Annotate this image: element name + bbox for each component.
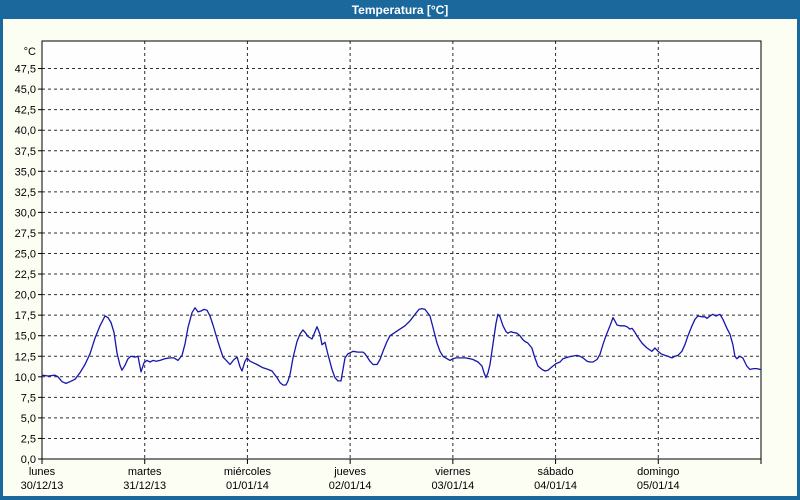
x-day-name-label: viernes [435, 466, 471, 478]
y-tick-label: 7,5 [21, 392, 36, 404]
y-tick-label: 40,0 [15, 125, 36, 137]
x-day-date-label: 03/01/14 [431, 480, 474, 492]
y-tick-label: 15,0 [15, 331, 36, 343]
y-tick-label: 10,0 [15, 372, 36, 384]
y-tick-label: 37,5 [15, 146, 36, 158]
x-day-date-label: 02/01/14 [329, 480, 372, 492]
x-day-name-label: martes [128, 466, 162, 478]
y-tick-label: 27,5 [15, 228, 36, 240]
chart-content-area: 0,0 2,5 5,0 7,5 10,0 12,5 15,0 17,5 20,0 22,5 25,0… [3, 19, 797, 496]
x-day-name-label: lunes [29, 466, 56, 478]
vertical-gridlines [144, 41, 659, 459]
x-day-name-label: miércoles [224, 466, 272, 478]
plot-border [41, 40, 762, 460]
y-tick-label: 45,0 [15, 84, 36, 96]
x-day-date-label: 04/01/14 [534, 480, 577, 492]
x-day-date-label: 05/01/14 [637, 480, 680, 492]
y-tick-label: 20,0 [15, 290, 36, 302]
y-tick-label: 17,5 [15, 310, 36, 322]
x-axis-labels: lunes 30/12/13 martes 31/12/13 miércoles 01/0… [21, 459, 762, 492]
x-day-date-label: 01/01/14 [226, 480, 269, 492]
y-tick-label: 42,5 [15, 105, 36, 117]
window-title: Temperatura [°C] [351, 2, 449, 17]
temperature-series-line [41, 307, 761, 386]
window-titlebar: Temperatura [°C] [0, 0, 800, 19]
x-day-name-label: domingo [637, 466, 679, 478]
x-day-date-label: 30/12/13 [21, 480, 64, 492]
y-tick-label: 12,5 [15, 351, 36, 363]
y-tick-label: 5,0 [21, 413, 36, 425]
x-day-date-label: 31/12/13 [123, 480, 166, 492]
x-day-name-label: jueves [333, 466, 366, 478]
y-tick-label: 47,5 [15, 64, 36, 76]
y-tick-label: 2,5 [21, 433, 36, 445]
y-tick-label: 35,0 [15, 166, 36, 178]
plot-area [42, 41, 761, 459]
y-tick-label: 30,0 [15, 207, 36, 219]
y-axis-labels: 0,0 2,5 5,0 7,5 10,0 12,5 15,0 17,5 20,0 22,5 25,0… [15, 46, 42, 466]
x-day-name-label: sábado [538, 466, 574, 478]
y-tick-label: 0,0 [21, 454, 36, 466]
y-tick-label: 25,0 [15, 249, 36, 261]
y-axis-unit-label: °C [24, 46, 36, 58]
y-tick-label: 32,5 [15, 187, 36, 199]
temperature-line-chart: 0,0 2,5 5,0 7,5 10,0 12,5 15,0 17,5 20,0 22,5 25,0… [15, 40, 762, 492]
y-tick-label: 22,5 [15, 269, 36, 281]
